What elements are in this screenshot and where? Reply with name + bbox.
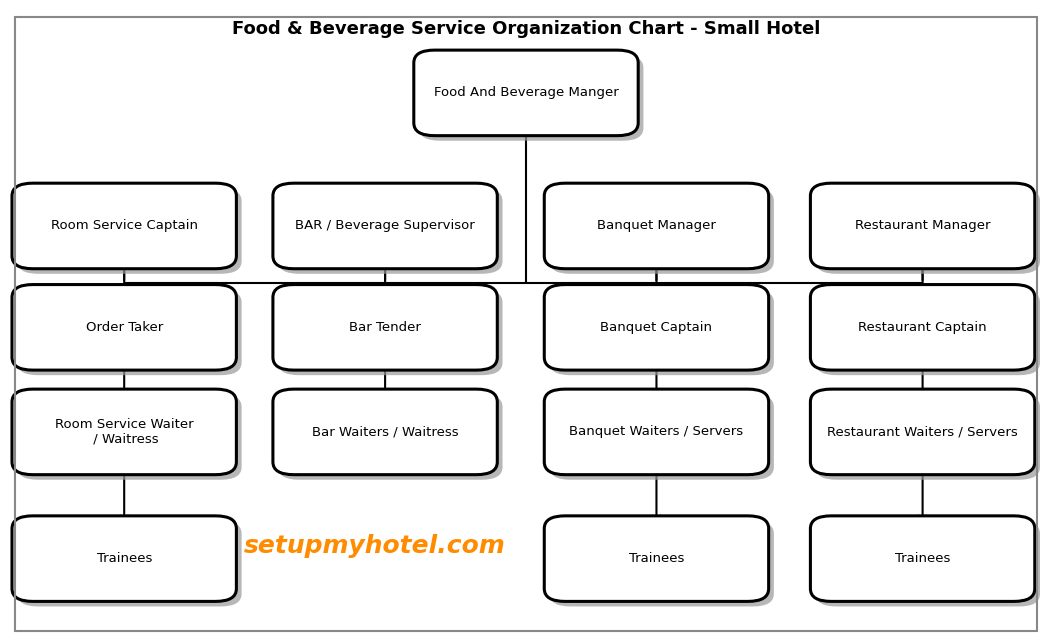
FancyBboxPatch shape (12, 183, 237, 269)
Text: Banquet Manager: Banquet Manager (598, 220, 716, 232)
FancyBboxPatch shape (810, 284, 1035, 370)
FancyBboxPatch shape (413, 50, 639, 135)
FancyBboxPatch shape (272, 284, 498, 370)
FancyBboxPatch shape (17, 188, 242, 273)
FancyBboxPatch shape (419, 55, 644, 141)
FancyBboxPatch shape (544, 183, 769, 269)
FancyBboxPatch shape (815, 521, 1040, 607)
Text: Room Service Waiter
 / Waitress: Room Service Waiter / Waitress (55, 418, 194, 446)
FancyBboxPatch shape (278, 188, 503, 273)
FancyBboxPatch shape (272, 183, 498, 269)
FancyBboxPatch shape (17, 394, 242, 480)
FancyBboxPatch shape (12, 284, 237, 370)
Text: Food & Beverage Service Organization Chart - Small Hotel: Food & Beverage Service Organization Cha… (231, 20, 821, 38)
FancyBboxPatch shape (17, 290, 242, 375)
Text: Bar Waiters / Waitress: Bar Waiters / Waitress (311, 426, 459, 438)
FancyBboxPatch shape (272, 389, 498, 474)
FancyBboxPatch shape (815, 394, 1040, 480)
FancyBboxPatch shape (278, 290, 503, 375)
FancyBboxPatch shape (544, 389, 769, 474)
Text: Food And Beverage Manger: Food And Beverage Manger (433, 87, 619, 100)
FancyBboxPatch shape (544, 284, 769, 370)
Text: Trainees: Trainees (97, 552, 151, 565)
FancyBboxPatch shape (815, 188, 1040, 273)
FancyBboxPatch shape (549, 290, 774, 375)
FancyBboxPatch shape (12, 516, 237, 602)
FancyBboxPatch shape (549, 521, 774, 607)
Text: BAR / Beverage Supervisor: BAR / Beverage Supervisor (296, 220, 476, 232)
Text: Restaurant Waiters / Servers: Restaurant Waiters / Servers (827, 426, 1018, 438)
Text: Trainees: Trainees (895, 552, 950, 565)
Text: Trainees: Trainees (629, 552, 684, 565)
Text: Order Taker: Order Taker (85, 321, 163, 334)
Text: Restaurant Captain: Restaurant Captain (858, 321, 987, 334)
FancyBboxPatch shape (544, 516, 769, 602)
FancyBboxPatch shape (810, 389, 1035, 474)
FancyBboxPatch shape (12, 389, 237, 474)
Text: Room Service Captain: Room Service Captain (50, 220, 198, 232)
Text: Bar Tender: Bar Tender (349, 321, 421, 334)
FancyBboxPatch shape (549, 188, 774, 273)
FancyBboxPatch shape (549, 394, 774, 480)
FancyBboxPatch shape (815, 290, 1040, 375)
Text: Restaurant Manager: Restaurant Manager (855, 220, 990, 232)
FancyBboxPatch shape (810, 183, 1035, 269)
FancyBboxPatch shape (810, 516, 1035, 602)
Text: setupmyhotel.com: setupmyhotel.com (244, 534, 506, 558)
Text: Banquet Waiters / Servers: Banquet Waiters / Servers (569, 426, 744, 438)
FancyBboxPatch shape (17, 521, 242, 607)
FancyBboxPatch shape (278, 394, 503, 480)
Text: Banquet Captain: Banquet Captain (601, 321, 712, 334)
